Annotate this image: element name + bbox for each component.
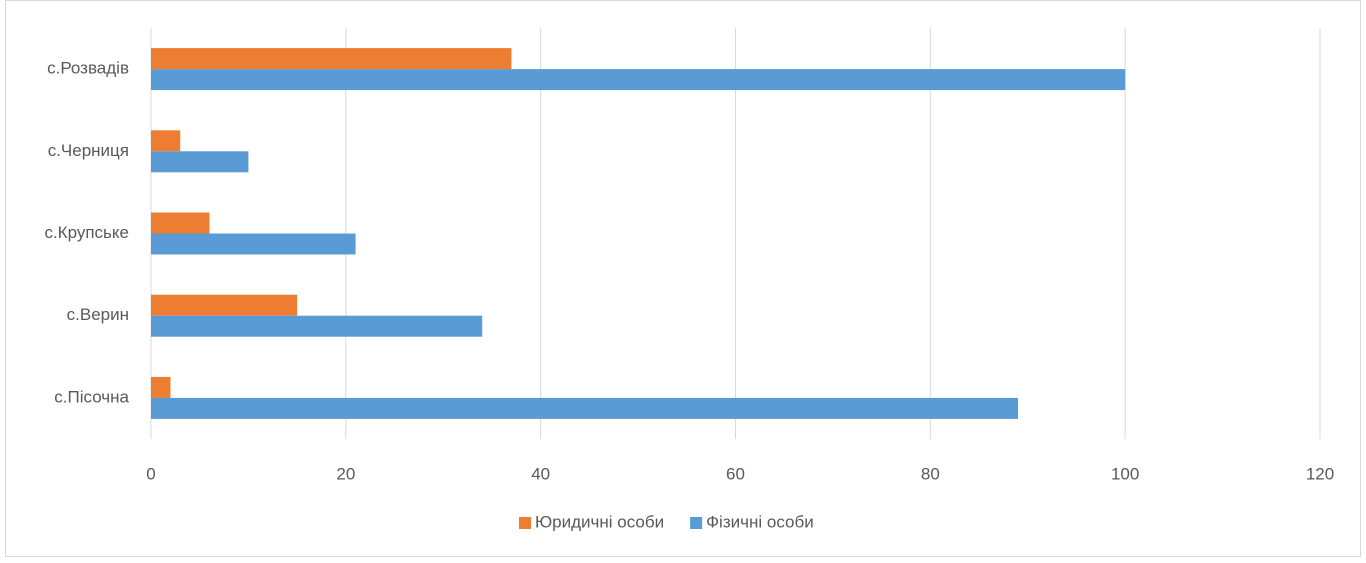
x-tick-label: 0 xyxy=(146,464,155,483)
bar xyxy=(151,233,356,255)
y-tick-label: с.Розвадів xyxy=(47,59,129,78)
bar xyxy=(151,130,181,152)
bar xyxy=(151,315,483,337)
chart-frame xyxy=(5,0,1361,557)
bar xyxy=(151,151,249,173)
bar xyxy=(151,212,210,234)
legend-label: Юридичні особи xyxy=(535,512,664,531)
x-tick-label: 40 xyxy=(531,464,550,483)
bar xyxy=(151,69,1126,91)
y-tick-label: с.Черниця xyxy=(48,141,129,160)
x-tick-label: 120 xyxy=(1306,464,1334,483)
legend-label: Фізичні особи xyxy=(706,512,814,531)
y-tick-label: с.Пісочна xyxy=(54,387,129,406)
x-tick-label: 20 xyxy=(336,464,355,483)
bar xyxy=(151,376,171,398)
x-tick-label: 80 xyxy=(921,464,940,483)
bar xyxy=(151,294,298,316)
y-tick-label: с.Крупське xyxy=(44,223,129,242)
y-tick-label: с.Верин xyxy=(67,305,129,324)
bar xyxy=(151,397,1019,419)
legend-swatch xyxy=(519,517,531,529)
x-tick-label: 100 xyxy=(1111,464,1139,483)
x-tick-label: 60 xyxy=(726,464,745,483)
legend-swatch xyxy=(690,517,703,529)
bar xyxy=(151,48,512,70)
